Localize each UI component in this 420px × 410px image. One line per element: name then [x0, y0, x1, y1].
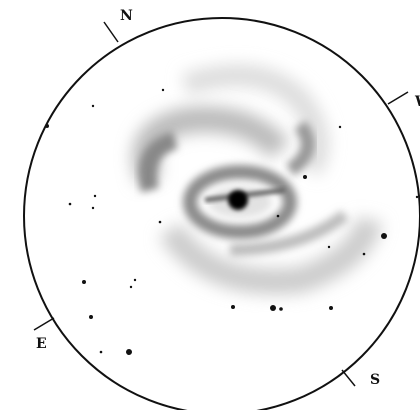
- north-label: N: [120, 8, 133, 24]
- galaxy: [132, 64, 383, 295]
- stars: [45, 88, 419, 355]
- west-label: W: [414, 94, 420, 110]
- south-label: S: [370, 372, 380, 388]
- field-circle: [23, 17, 420, 410]
- east-label: E: [36, 336, 47, 352]
- direction-ticks: [33, 21, 409, 387]
